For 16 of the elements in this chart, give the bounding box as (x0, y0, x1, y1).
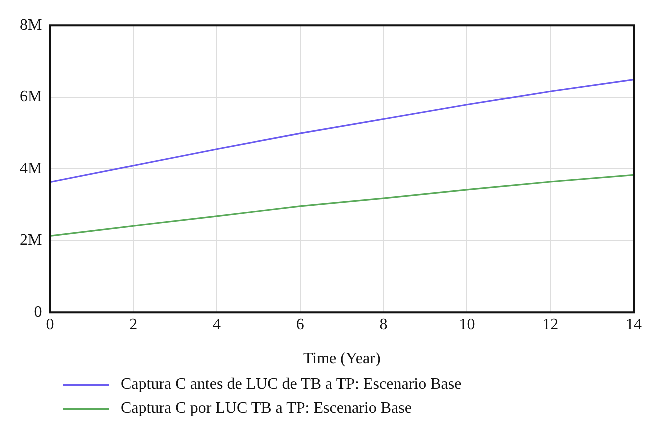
x-tick-label: 0 (46, 316, 54, 334)
x-tick-label: 6 (296, 316, 304, 334)
y-tick-label: 0 (34, 304, 42, 321)
x-tick-label: 12 (542, 316, 559, 334)
y-tick-label: 8M (20, 16, 42, 34)
x-axis-title: Time (Year) (303, 350, 381, 368)
legend-label: Captura C por LUC TB a TP: Escenario Base (121, 400, 412, 418)
x-tick-label: 2 (130, 316, 138, 334)
y-tick-label: 6M (20, 88, 42, 106)
y-tick-label: 2M (20, 232, 42, 250)
x-tick-label: 10 (459, 316, 476, 334)
x-tick-label: 14 (626, 316, 642, 334)
x-tick-label: 8 (380, 316, 388, 334)
legend-label: Captura C antes de LUC de TB a TP: Escenario Base (121, 376, 462, 394)
x-tick-label: 4 (213, 316, 222, 334)
y-tick-label: 4M (20, 160, 42, 178)
